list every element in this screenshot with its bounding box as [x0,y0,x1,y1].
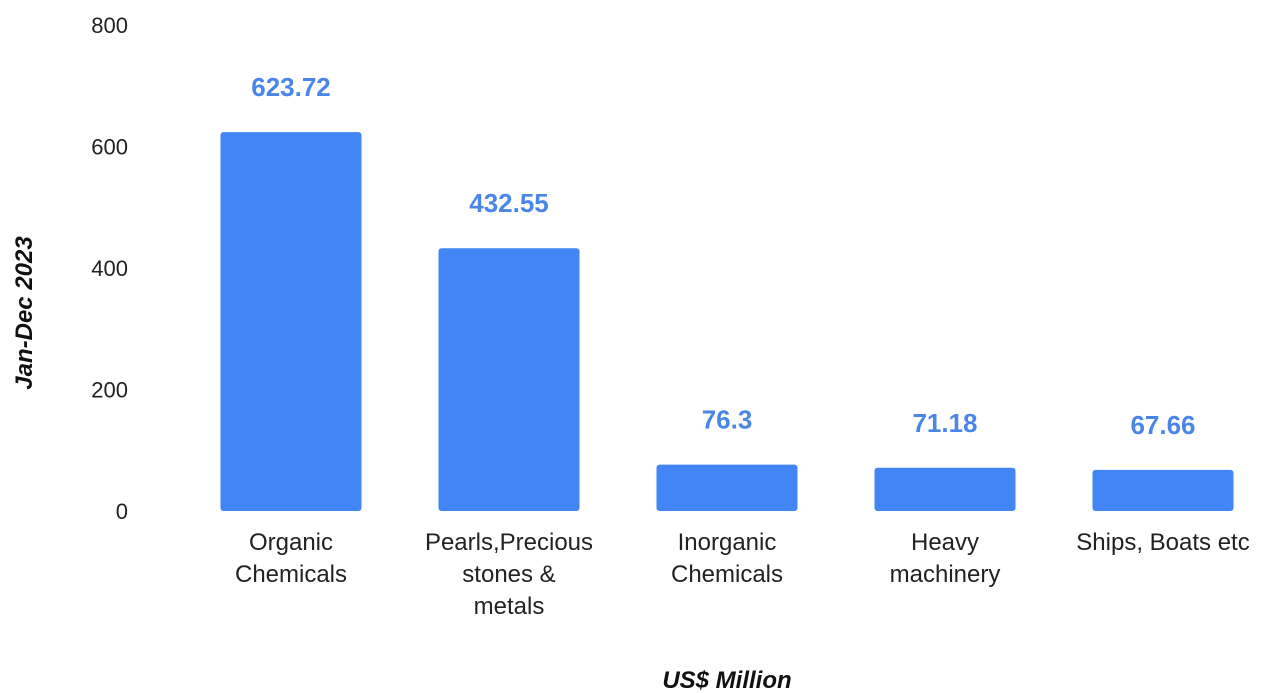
bars [220,132,1234,512]
x-tick-label: Ships, Boats etc [1076,529,1249,556]
y-axis-ticks: 0 200 400 600 800 [91,13,128,524]
x-axis-title: US$ Million [662,667,791,693]
y-tick-label: 600 [91,135,128,160]
data-label: 432.55 [469,188,549,218]
y-tick-label: 200 [91,378,128,403]
bar [656,464,798,511]
bar [220,132,362,512]
bar [438,248,580,511]
data-label: 623.72 [251,72,331,102]
y-axis-title: Jan-Dec 2023 [11,236,38,390]
x-tick-label: Heavy machinery [890,529,1001,588]
data-label: 76.3 [702,405,753,435]
data-label: 71.18 [912,408,977,438]
y-tick-label: 0 [116,499,128,524]
y-tick-label: 400 [91,256,128,281]
x-axis-tick-labels: Organic Chemicals Pearls,Precious stones & m… [235,529,1250,620]
bar [874,467,1016,511]
data-label: 67.66 [1130,410,1195,440]
x-tick-label: Inorganic Chemicals [671,529,783,588]
bar [1092,469,1234,511]
x-tick-label: Pearls,Precious stones & metals [425,529,593,620]
y-tick-label: 800 [91,13,128,38]
x-tick-label: Organic Chemicals [235,529,347,588]
data-labels: 623.72 432.55 76.3 71.18 67.66 [251,72,1195,440]
